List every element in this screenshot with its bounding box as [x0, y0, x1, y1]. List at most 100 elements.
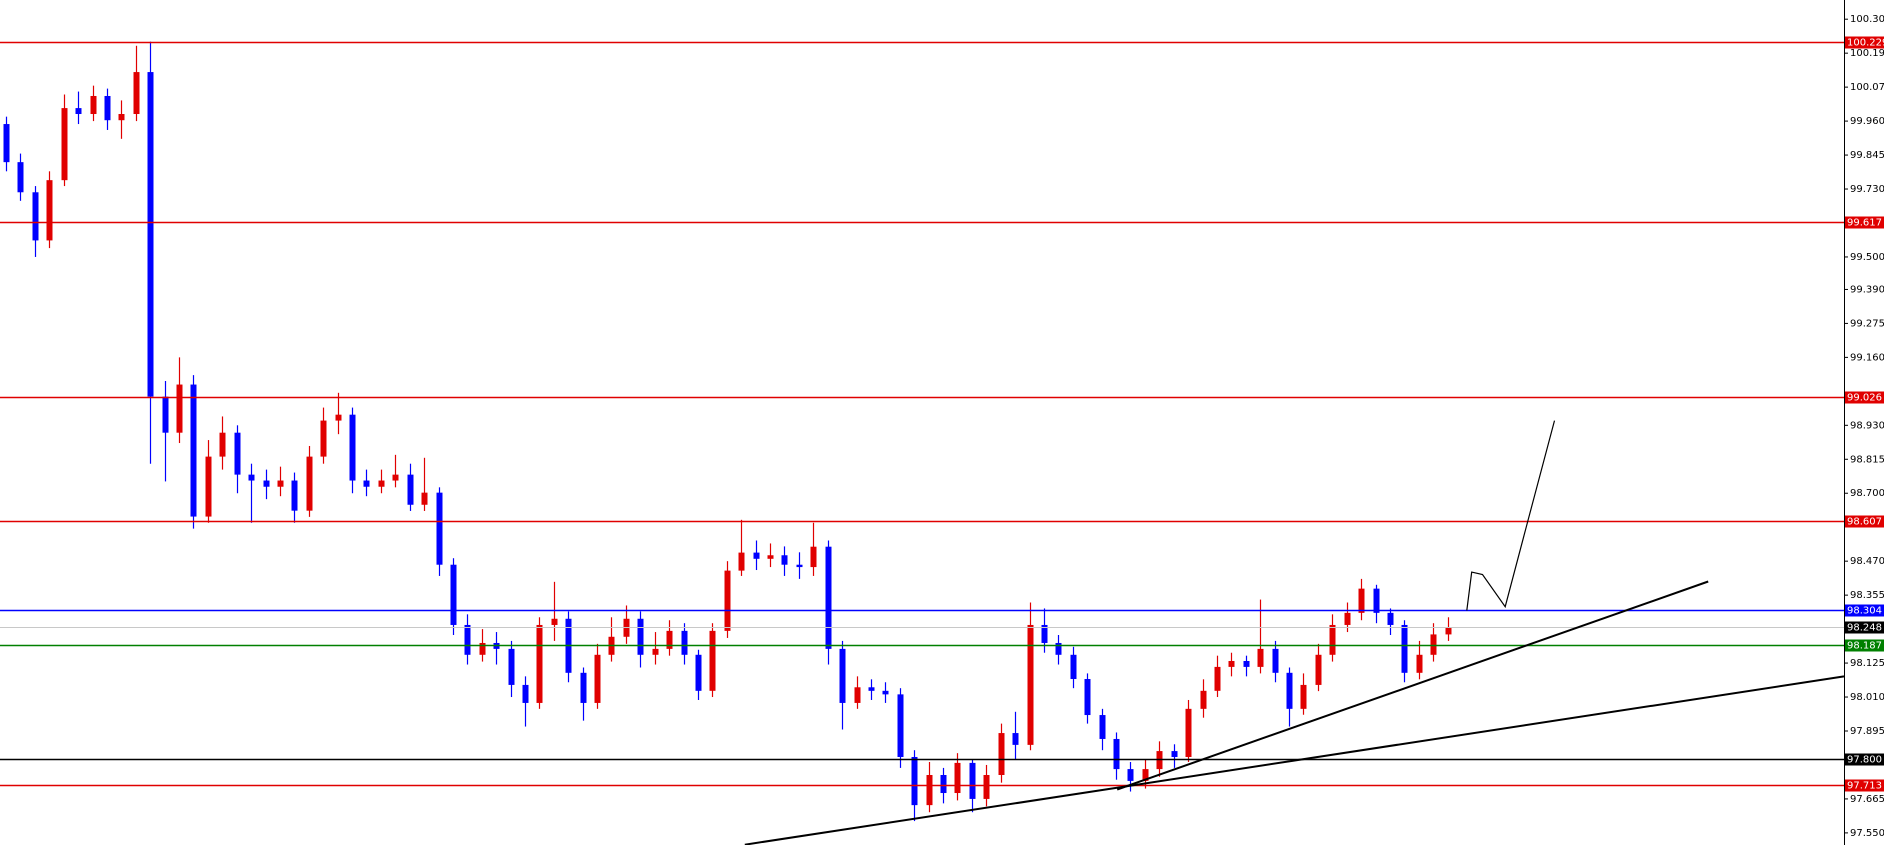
candle-body — [882, 690, 889, 695]
candle-body — [724, 570, 731, 631]
price-label-box — [1845, 753, 1884, 766]
y-tick-label: 100.305 — [1850, 14, 1884, 25]
candle-body — [162, 396, 169, 433]
candle-body — [1286, 672, 1293, 709]
candle-body — [32, 192, 39, 241]
y-tick-label: 98.010 — [1850, 692, 1884, 703]
candle-body — [17, 162, 24, 193]
y-tick-label: 97.895 — [1850, 726, 1884, 737]
candle-body — [1257, 648, 1264, 667]
trend-line — [744, 675, 1845, 845]
candle-body — [147, 72, 154, 397]
y-tick-label: 99.160 — [1850, 352, 1884, 363]
candle-body — [911, 756, 918, 806]
candle-body — [709, 630, 716, 691]
price-label-box — [1845, 604, 1884, 617]
candle-body — [75, 108, 82, 115]
candle-body — [1171, 751, 1178, 757]
candle-body — [940, 775, 947, 794]
candle-body — [1416, 654, 1423, 673]
candle-body — [652, 648, 659, 655]
candle-body — [998, 733, 1005, 776]
candle-body — [61, 108, 68, 181]
candle-body — [306, 456, 313, 511]
candle-body — [1070, 654, 1077, 680]
candle-body — [234, 432, 241, 475]
candle-body — [1113, 738, 1120, 770]
price-label: 98.187 — [1847, 641, 1882, 652]
candle-body — [753, 552, 760, 559]
candle-body — [839, 648, 846, 703]
candle-body — [983, 775, 990, 799]
candle-body — [133, 72, 140, 115]
candle-body — [1315, 654, 1322, 685]
candle-body — [810, 546, 817, 568]
y-tick-label: 99.500 — [1850, 252, 1884, 263]
candle-body — [594, 654, 601, 703]
candle-body — [1055, 642, 1062, 655]
candle-body — [825, 546, 832, 649]
candle-body — [407, 474, 414, 505]
price-label: 98.304 — [1847, 606, 1882, 617]
y-tick-label: 98.470 — [1850, 556, 1884, 567]
y-tick-label: 99.845 — [1850, 150, 1884, 161]
candle-body — [767, 555, 774, 559]
candle-body — [1344, 612, 1351, 625]
price-label-box — [1845, 391, 1884, 404]
candle-body — [1430, 634, 1437, 655]
candle-body — [118, 114, 125, 121]
price-label-box — [1845, 639, 1884, 652]
candle-body — [421, 492, 428, 505]
price-label-box — [1845, 621, 1884, 634]
price-label: 99.026 — [1847, 393, 1882, 404]
price-label-box — [1845, 779, 1884, 792]
y-tick-label: 99.275 — [1850, 318, 1884, 329]
candle-body — [1387, 612, 1394, 625]
candle-body — [436, 492, 443, 565]
candle-body — [897, 694, 904, 757]
candle-body — [479, 642, 486, 655]
candle-body — [46, 180, 53, 241]
candle-body — [450, 564, 457, 625]
price-label: 97.800 — [1847, 755, 1882, 766]
candle-body — [1084, 679, 1091, 716]
candle-body — [378, 480, 385, 487]
y-tick-label: 100.190 — [1850, 48, 1884, 59]
y-tick-label: 98.125 — [1850, 658, 1884, 669]
candle-body — [176, 384, 183, 433]
price-label-box — [1845, 216, 1884, 229]
candle-body — [1358, 588, 1365, 613]
candle-body — [522, 684, 529, 703]
candle-body — [320, 420, 327, 457]
price-label-box — [1845, 36, 1884, 49]
candle-body — [219, 432, 226, 457]
candle-body — [1228, 660, 1235, 667]
candle-body — [90, 95, 97, 115]
candle-body — [954, 762, 961, 794]
candle-body — [1401, 624, 1408, 673]
trend-line — [1116, 580, 1709, 791]
candle-body — [1027, 624, 1034, 745]
candle-body — [1373, 588, 1380, 613]
candle-body — [681, 630, 688, 655]
candle-body — [969, 762, 976, 799]
candle-body — [666, 630, 673, 649]
candle-body — [464, 624, 471, 655]
candle-body — [1445, 627, 1452, 635]
candle-body — [551, 618, 558, 625]
price-label-box — [1845, 515, 1884, 528]
candle-body — [3, 124, 10, 163]
candle-body — [854, 687, 861, 703]
candle-body — [1272, 648, 1279, 673]
y-tick-label: 99.390 — [1850, 284, 1884, 295]
candle-body — [1127, 769, 1134, 781]
candle-body — [1300, 684, 1307, 709]
price-label: 98.248 — [1847, 623, 1882, 634]
price-label: 99.617 — [1847, 218, 1882, 229]
candle-body — [1200, 690, 1207, 709]
candle-body — [104, 95, 111, 121]
candle-body — [363, 480, 370, 487]
candle-body — [1185, 708, 1192, 757]
